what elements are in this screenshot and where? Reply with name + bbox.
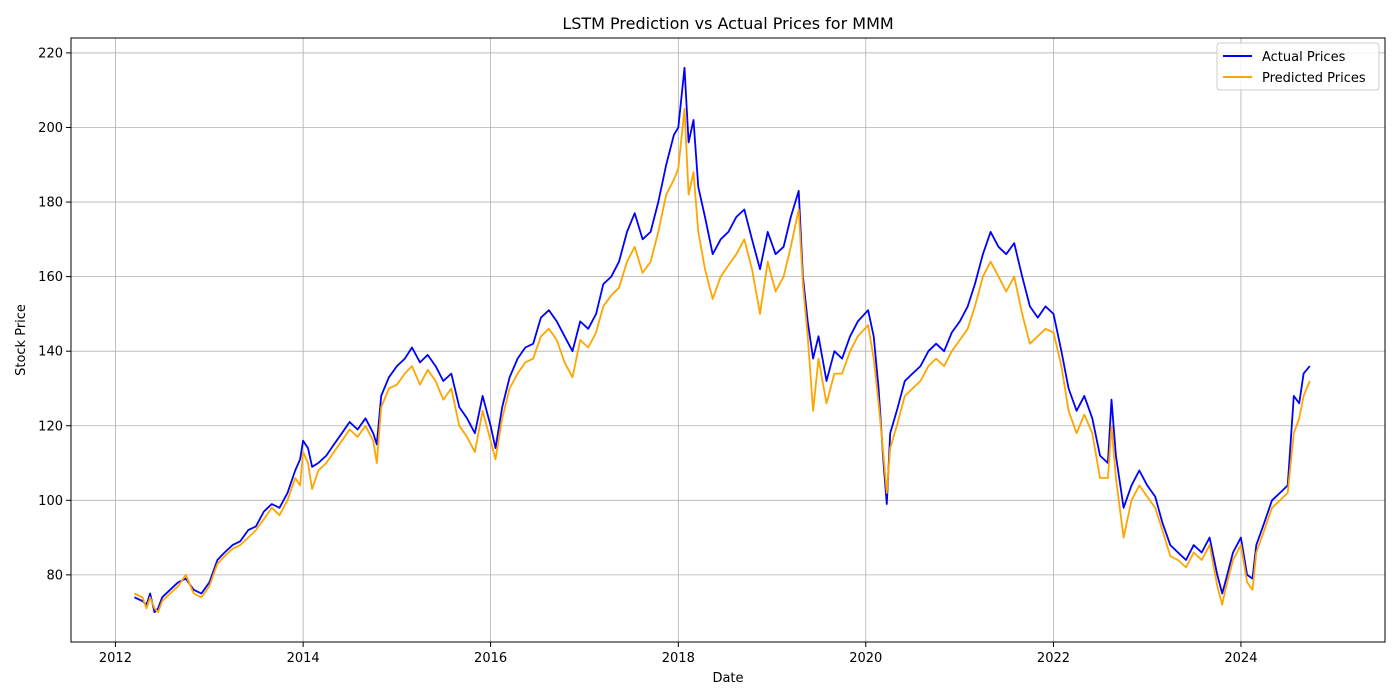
legend: Actual Prices Predicted Prices xyxy=(1216,42,1380,91)
grid xyxy=(71,38,1385,642)
x-tick-label: 2020 xyxy=(849,651,882,666)
x-tick-label: 2018 xyxy=(662,651,695,666)
chart-title: LSTM Prediction vs Actual Prices for MMM xyxy=(562,14,893,33)
y-tick-label: 220 xyxy=(38,46,63,61)
x-tick-label: 2016 xyxy=(474,651,507,666)
legend-box xyxy=(1216,42,1380,91)
y-tick-label: 100 xyxy=(38,494,63,509)
x-tick-label: 2014 xyxy=(287,651,320,666)
y-tick-label: 80 xyxy=(46,568,63,583)
actual-prices-line xyxy=(134,66,1311,614)
y-tick-label: 180 xyxy=(38,196,63,211)
x-tick-label: 2012 xyxy=(99,651,132,666)
y-tick-label: 120 xyxy=(38,419,63,434)
x-tick-label: 2022 xyxy=(1037,651,1070,666)
predicted-prices-line xyxy=(134,107,1311,614)
ticks: 2012 2014 2016 2018 2020 2022 2024 80 100 120 140 1… xyxy=(38,46,1257,666)
y-tick-label: 200 xyxy=(38,121,63,136)
y-tick-label: 160 xyxy=(38,270,63,285)
legend-label-predicted: Predicted Prices xyxy=(1262,71,1366,86)
y-axis-label: Stock Price xyxy=(14,304,29,376)
plot-frame xyxy=(70,37,1386,643)
x-axis-label: Date xyxy=(712,671,743,686)
legend-label-actual: Actual Prices xyxy=(1262,50,1346,65)
y-tick-label: 140 xyxy=(38,345,63,360)
x-tick-label: 2024 xyxy=(1224,651,1257,666)
series-layer xyxy=(134,66,1311,614)
